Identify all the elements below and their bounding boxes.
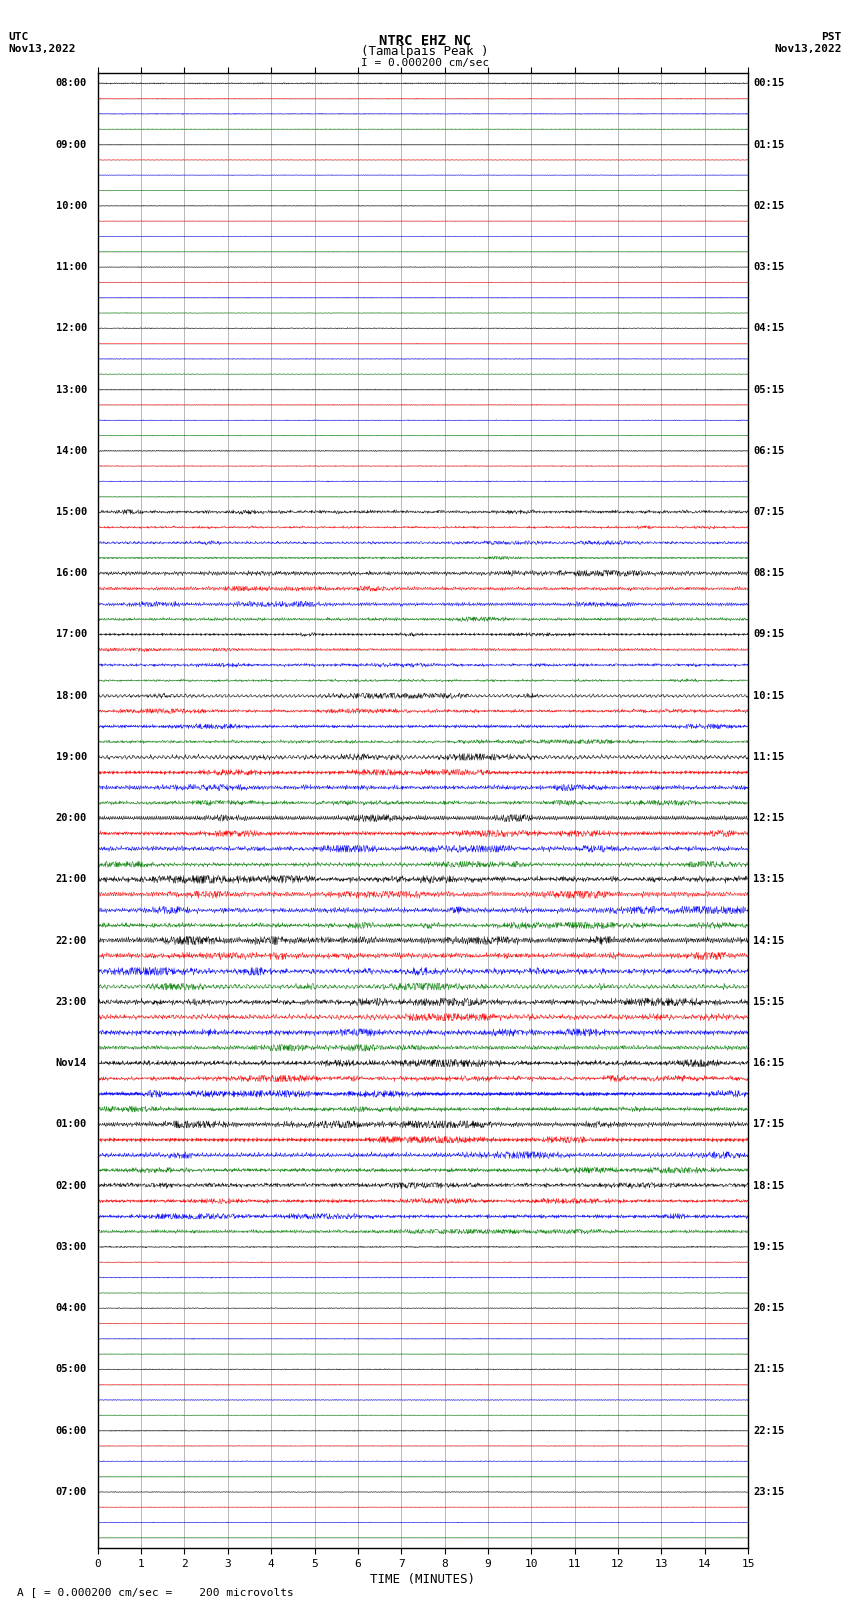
Text: 07:00: 07:00 <box>55 1487 87 1497</box>
Text: 13:15: 13:15 <box>753 874 785 884</box>
Text: Nov14: Nov14 <box>55 1058 87 1068</box>
Text: 09:00: 09:00 <box>55 140 87 150</box>
Text: 03:00: 03:00 <box>55 1242 87 1252</box>
Text: 21:00: 21:00 <box>55 874 87 884</box>
Text: 22:00: 22:00 <box>55 936 87 945</box>
Text: 10:00: 10:00 <box>55 200 87 211</box>
Text: NTRC EHZ NC: NTRC EHZ NC <box>379 34 471 48</box>
Text: Nov13,2022: Nov13,2022 <box>774 44 842 53</box>
Text: 12:15: 12:15 <box>753 813 785 823</box>
Text: 12:00: 12:00 <box>55 323 87 334</box>
Text: 04:15: 04:15 <box>753 323 785 334</box>
Text: 00:15: 00:15 <box>753 79 785 89</box>
Text: 07:15: 07:15 <box>753 506 785 518</box>
Text: UTC: UTC <box>8 32 29 42</box>
Text: I = 0.000200 cm/sec: I = 0.000200 cm/sec <box>361 58 489 68</box>
Text: 09:15: 09:15 <box>753 629 785 639</box>
Text: 17:15: 17:15 <box>753 1119 785 1129</box>
Text: 21:15: 21:15 <box>753 1365 785 1374</box>
X-axis label: TIME (MINUTES): TIME (MINUTES) <box>371 1573 475 1586</box>
Text: 20:15: 20:15 <box>753 1303 785 1313</box>
Text: 15:00: 15:00 <box>55 506 87 518</box>
Text: 05:00: 05:00 <box>55 1365 87 1374</box>
Text: 17:00: 17:00 <box>55 629 87 639</box>
Text: 11:15: 11:15 <box>753 752 785 761</box>
Text: Nov13,2022: Nov13,2022 <box>8 44 76 53</box>
Text: 13:00: 13:00 <box>55 384 87 395</box>
Text: PST: PST <box>821 32 842 42</box>
Text: (Tamalpais Peak ): (Tamalpais Peak ) <box>361 45 489 58</box>
Text: 23:15: 23:15 <box>753 1487 785 1497</box>
Text: 18:00: 18:00 <box>55 690 87 700</box>
Text: 16:15: 16:15 <box>753 1058 785 1068</box>
Text: 19:15: 19:15 <box>753 1242 785 1252</box>
Text: 20:00: 20:00 <box>55 813 87 823</box>
Text: A [ = 0.000200 cm/sec =    200 microvolts: A [ = 0.000200 cm/sec = 200 microvolts <box>17 1587 294 1597</box>
Text: 06:15: 06:15 <box>753 445 785 456</box>
Text: 16:00: 16:00 <box>55 568 87 577</box>
Text: 15:15: 15:15 <box>753 997 785 1007</box>
Text: 14:00: 14:00 <box>55 445 87 456</box>
Text: 08:00: 08:00 <box>55 79 87 89</box>
Text: 08:15: 08:15 <box>753 568 785 577</box>
Text: 02:00: 02:00 <box>55 1181 87 1190</box>
Text: 19:00: 19:00 <box>55 752 87 761</box>
Text: 05:15: 05:15 <box>753 384 785 395</box>
Text: 03:15: 03:15 <box>753 261 785 273</box>
Text: 06:00: 06:00 <box>55 1426 87 1436</box>
Text: 04:00: 04:00 <box>55 1303 87 1313</box>
Text: 18:15: 18:15 <box>753 1181 785 1190</box>
Text: 14:15: 14:15 <box>753 936 785 945</box>
Text: 02:15: 02:15 <box>753 200 785 211</box>
Text: 01:15: 01:15 <box>753 140 785 150</box>
Text: 10:15: 10:15 <box>753 690 785 700</box>
Text: 22:15: 22:15 <box>753 1426 785 1436</box>
Text: 11:00: 11:00 <box>55 261 87 273</box>
Text: 23:00: 23:00 <box>55 997 87 1007</box>
Text: 01:00: 01:00 <box>55 1119 87 1129</box>
